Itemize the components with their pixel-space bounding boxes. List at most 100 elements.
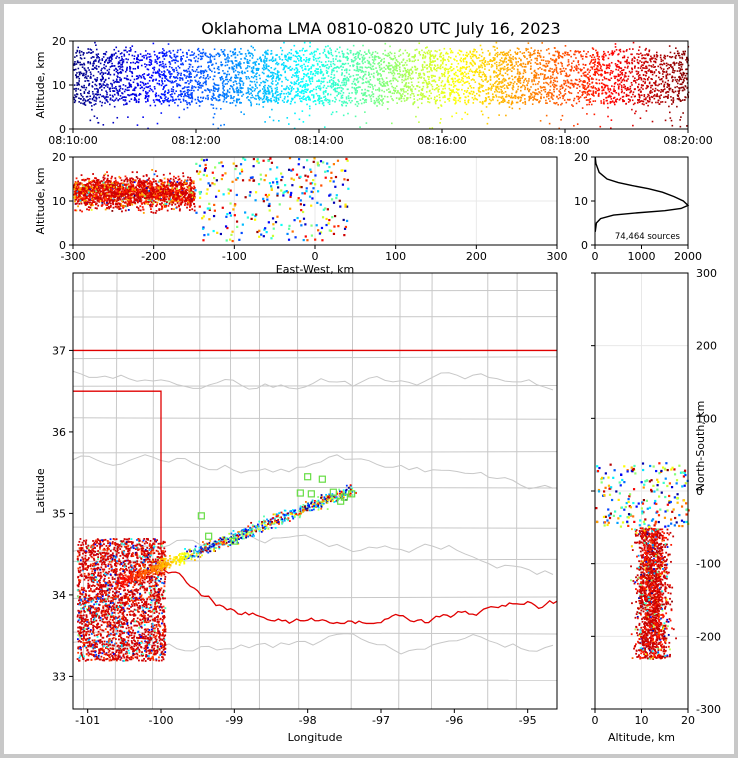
source-point bbox=[441, 66, 444, 69]
source-point bbox=[193, 52, 196, 55]
source-point bbox=[242, 84, 245, 86]
source-point bbox=[506, 67, 508, 70]
source-point bbox=[172, 86, 174, 88]
source-point bbox=[411, 88, 413, 91]
source-point bbox=[673, 61, 675, 64]
source-point bbox=[267, 69, 270, 71]
source-point bbox=[86, 52, 88, 54]
source-point bbox=[284, 88, 287, 91]
source-point bbox=[316, 71, 318, 73]
source-point bbox=[286, 100, 289, 102]
source-point bbox=[210, 61, 212, 64]
source-point bbox=[676, 78, 679, 81]
source-point bbox=[291, 97, 293, 100]
source-point bbox=[228, 67, 231, 70]
source-point bbox=[266, 57, 268, 60]
source-point bbox=[509, 83, 512, 86]
source-point bbox=[218, 99, 221, 102]
source-point bbox=[512, 86, 515, 88]
source-point bbox=[117, 62, 120, 65]
source-point bbox=[198, 77, 201, 79]
source-point bbox=[400, 94, 402, 96]
source-point bbox=[423, 79, 426, 81]
source-point bbox=[353, 87, 356, 89]
source-point bbox=[406, 89, 409, 92]
source-point bbox=[145, 92, 147, 94]
source-point bbox=[325, 56, 328, 59]
source-point bbox=[426, 71, 429, 73]
source-point bbox=[321, 77, 323, 80]
source-point bbox=[679, 125, 682, 128]
source-point bbox=[590, 60, 593, 63]
source-point bbox=[436, 67, 438, 70]
source-point bbox=[230, 76, 233, 79]
source-point bbox=[200, 58, 202, 61]
source-point bbox=[587, 93, 590, 95]
source-point bbox=[625, 72, 627, 74]
source-point bbox=[209, 76, 211, 78]
source-point bbox=[301, 86, 304, 88]
source-point bbox=[225, 61, 227, 64]
source-point bbox=[496, 66, 498, 68]
source-point bbox=[217, 95, 220, 98]
source-point bbox=[297, 75, 299, 77]
source-point bbox=[560, 61, 562, 64]
source-point bbox=[328, 103, 331, 106]
source-point bbox=[152, 67, 154, 70]
source-point bbox=[548, 97, 550, 100]
source-point bbox=[226, 82, 228, 85]
source-point bbox=[511, 78, 514, 81]
source-point bbox=[407, 76, 410, 78]
source-point bbox=[139, 84, 142, 87]
source-point bbox=[544, 88, 547, 91]
source-point bbox=[509, 61, 512, 63]
source-point bbox=[346, 68, 348, 71]
source-point bbox=[397, 64, 400, 67]
source-point bbox=[607, 57, 610, 60]
source-point bbox=[93, 62, 95, 65]
source-point bbox=[634, 57, 636, 60]
source-point bbox=[543, 82, 545, 84]
source-point bbox=[485, 97, 488, 100]
source-point bbox=[600, 74, 603, 77]
source-point bbox=[647, 104, 649, 107]
source-point bbox=[467, 53, 470, 56]
source-point bbox=[137, 101, 140, 104]
source-point bbox=[608, 94, 611, 97]
source-point bbox=[237, 73, 240, 76]
source-point bbox=[432, 80, 435, 82]
source-point bbox=[310, 66, 313, 68]
source-point bbox=[268, 76, 270, 78]
source-point bbox=[241, 91, 243, 93]
source-point bbox=[555, 64, 557, 67]
source-point bbox=[208, 65, 210, 67]
source-point bbox=[189, 79, 192, 82]
source-point bbox=[659, 97, 661, 100]
source-point bbox=[75, 76, 78, 79]
source-point bbox=[278, 119, 280, 122]
source-point bbox=[637, 85, 639, 88]
source-point bbox=[587, 99, 589, 101]
source-point bbox=[230, 85, 233, 88]
source-point bbox=[519, 82, 522, 84]
source-point bbox=[90, 101, 92, 104]
source-point bbox=[462, 77, 464, 80]
source-point bbox=[118, 85, 121, 88]
source-point bbox=[454, 80, 457, 83]
source-point bbox=[271, 74, 274, 76]
source-point bbox=[555, 101, 558, 104]
source-point bbox=[507, 63, 510, 66]
source-point bbox=[498, 73, 501, 76]
source-point bbox=[247, 89, 250, 91]
source-point bbox=[254, 83, 257, 86]
source-point bbox=[250, 96, 252, 99]
source-point bbox=[403, 97, 405, 100]
source-point bbox=[225, 58, 227, 61]
source-point bbox=[338, 51, 340, 54]
source-point bbox=[429, 55, 432, 57]
source-point bbox=[363, 101, 365, 104]
source-point bbox=[617, 87, 620, 90]
source-point bbox=[263, 61, 265, 63]
source-point bbox=[91, 68, 94, 70]
source-point bbox=[500, 51, 502, 54]
